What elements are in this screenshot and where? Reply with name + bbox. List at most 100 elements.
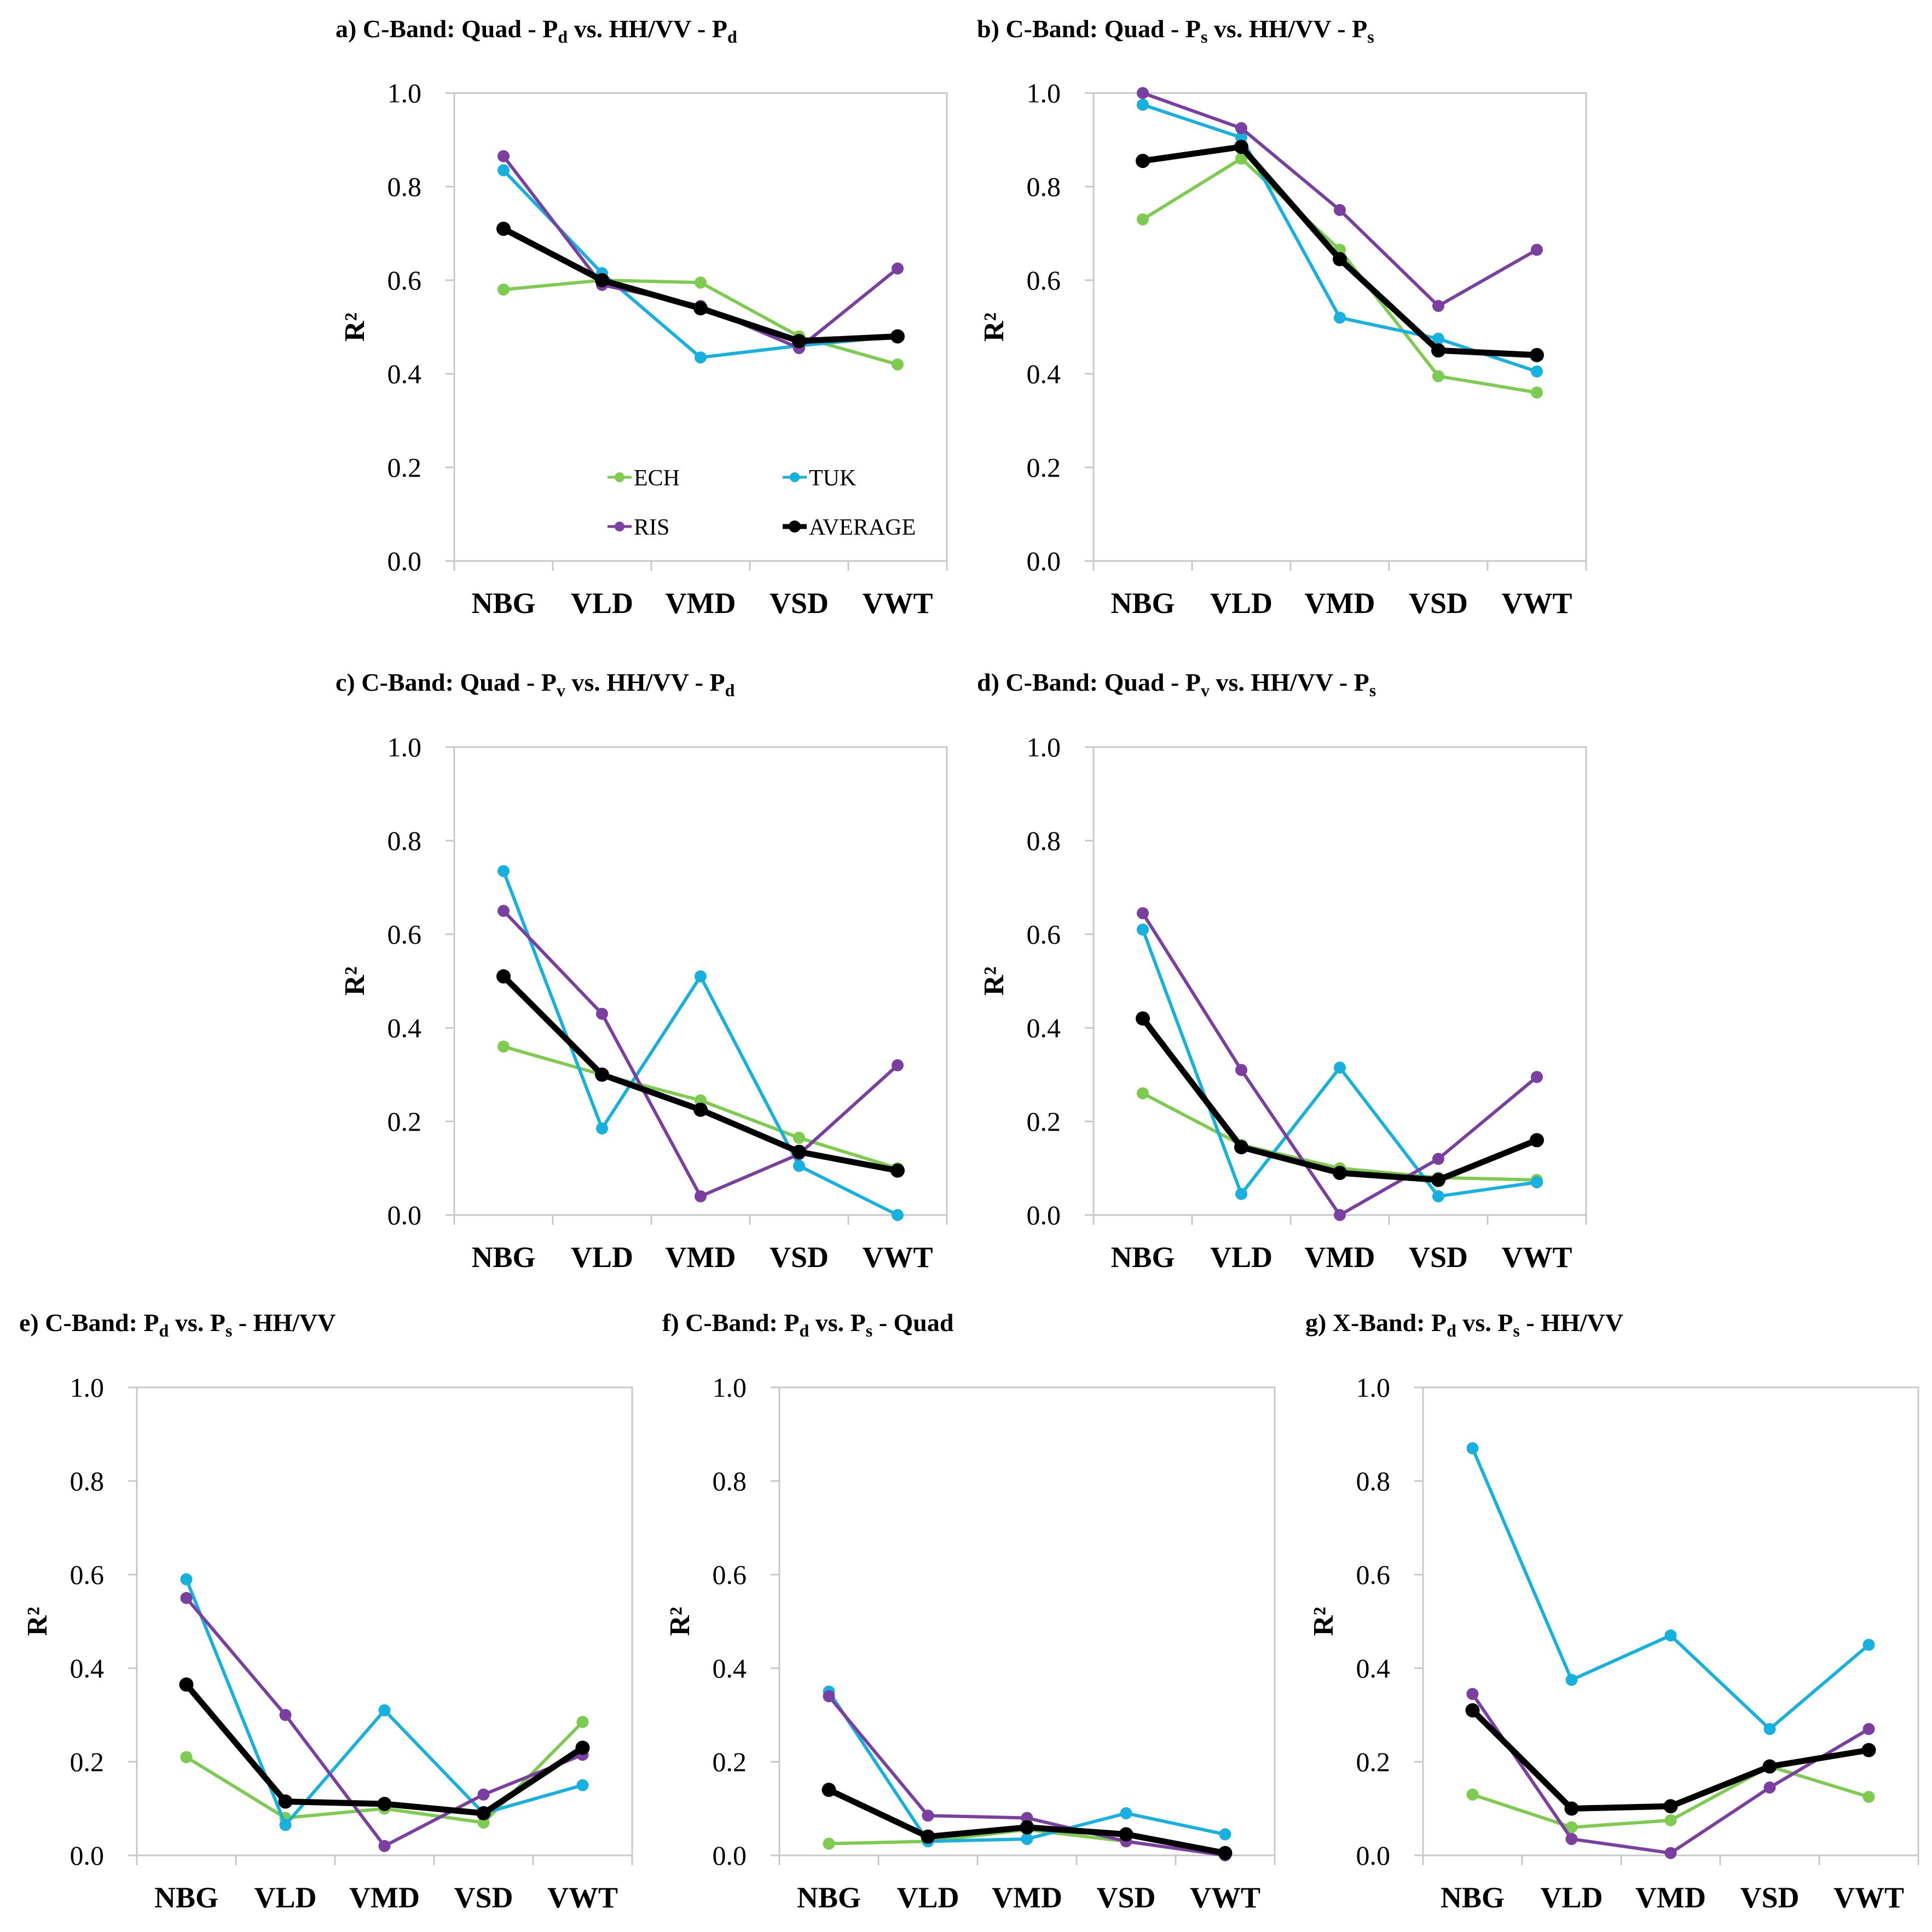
data-point-average: [1136, 153, 1150, 168]
data-point-tuk: [1531, 1176, 1543, 1189]
x-tick-label: VMD: [666, 1241, 736, 1274]
series-line-tuk: [1142, 103, 1537, 373]
y-tick-label: 1.0: [1027, 78, 1061, 108]
y-tick-label: 0.2: [1027, 452, 1061, 483]
y-tick-label: 0.4: [713, 1653, 747, 1684]
x-tick-label: NBG: [1441, 1881, 1505, 1914]
chart-title: g) X-Band: Pd vs. Ps - HH/VV: [1305, 1309, 1623, 1340]
y-tick-label: 0.8: [1356, 1466, 1391, 1496]
data-point-average: [1564, 1801, 1579, 1816]
x-tick-label: VMD: [1305, 1241, 1375, 1274]
data-point-tuk: [892, 1209, 904, 1221]
y-tick-label: 0.4: [387, 358, 422, 389]
chart-panel-g: g) X-Band: Pd vs. Ps - HH/VV 0.0 0.2 0.4 0.6…: [1305, 1309, 1919, 1914]
data-point-average: [1431, 1172, 1445, 1187]
data-point-ech: [1862, 1791, 1875, 1803]
data-point-ech: [498, 284, 510, 296]
data-point-tuk: [1021, 1833, 1033, 1846]
x-tick-label: VMD: [666, 587, 736, 620]
data-point-ris: [1565, 1833, 1578, 1846]
series-ris: [498, 150, 904, 354]
x-tick-label: VLD: [254, 1881, 316, 1914]
legend-label: AVERAGE: [809, 515, 916, 540]
data-point-tuk: [1432, 1190, 1444, 1202]
data-point-average: [890, 329, 905, 344]
x-tick-label: VSD: [770, 587, 829, 620]
data-point-ech: [576, 1716, 589, 1728]
data-point-average: [377, 1796, 392, 1811]
series-line-ris: [502, 910, 899, 1198]
x-tick-label: VWT: [1501, 587, 1572, 620]
x-tick-label: VSD: [1409, 1241, 1468, 1274]
data-point-ech: [498, 1040, 510, 1053]
x-tick-label: VMD: [349, 1881, 420, 1914]
y-axis-label: R²: [22, 1607, 53, 1636]
y-tick-label: 0.8: [1027, 825, 1061, 856]
data-point-tuk: [1334, 1061, 1346, 1074]
series-average: [496, 221, 905, 349]
y-tick-label: 0.0: [387, 546, 422, 576]
series-ech: [180, 1716, 589, 1829]
data-point-ris: [1763, 1781, 1776, 1794]
data-point-average: [1530, 348, 1544, 362]
series-line-tuk: [502, 870, 899, 1217]
y-axis-label: R²: [664, 1607, 696, 1636]
data-point-ris: [892, 1059, 904, 1072]
data-point-ech: [793, 1131, 805, 1144]
x-tick-label: VLD: [1210, 1241, 1272, 1274]
data-point-ris: [477, 1788, 490, 1801]
data-point-average: [476, 1806, 491, 1821]
data-point-tuk: [498, 164, 510, 177]
data-point-tuk: [1763, 1723, 1776, 1736]
y-tick-label: 0.0: [1356, 1840, 1391, 1871]
y-tick-label: 0.2: [713, 1746, 747, 1777]
data-point-tuk: [279, 1819, 292, 1831]
data-point-ris: [596, 1008, 608, 1020]
data-point-average: [1861, 1743, 1876, 1757]
y-tick-label: 0.8: [387, 171, 422, 202]
legend-swatch-marker: [615, 472, 624, 482]
series-average: [1465, 1703, 1876, 1816]
y-tick-label: 0.0: [1027, 1200, 1061, 1230]
x-tick-label: VLD: [571, 1241, 633, 1274]
data-point-average: [1762, 1759, 1777, 1774]
data-point-tuk: [180, 1573, 193, 1586]
data-point-average: [1530, 1133, 1544, 1148]
data-point-ech: [892, 358, 904, 371]
legend-swatch-marker: [789, 520, 801, 533]
data-point-average: [693, 301, 708, 316]
data-point-ris: [498, 905, 510, 917]
chart-title: d) C-Band: Quad - Pv vs. HH/VV - Ps: [977, 668, 1376, 700]
y-tick-label: 0.4: [387, 1013, 422, 1043]
legend-item-ris: RIS: [608, 515, 669, 540]
legend-label: TUK: [809, 466, 856, 491]
data-point-tuk: [1862, 1639, 1875, 1651]
data-point-tuk: [1432, 332, 1444, 345]
plot-area: [136, 1386, 633, 1856]
series-line-ris: [502, 155, 899, 350]
data-point-tuk: [1120, 1807, 1132, 1820]
data-point-ris: [695, 1190, 707, 1202]
x-tick-label: NBG: [1110, 1241, 1175, 1274]
series-ris: [180, 1592, 589, 1852]
chart-panel-e: e) C-Band: Pd vs. Ps - HH/VV 0.0 0.2 0.4 0.6…: [19, 1309, 633, 1914]
chart-title: e) C-Band: Pd vs. Ps - HH/VV: [19, 1309, 336, 1340]
data-point-tuk: [1219, 1828, 1231, 1841]
data-point-ech: [823, 1837, 835, 1850]
x-tick-label: VWT: [547, 1881, 618, 1914]
data-point-tuk: [1565, 1674, 1578, 1686]
data-point-tuk: [1664, 1629, 1677, 1642]
legend-item-tuk: TUK: [783, 466, 856, 491]
y-axis-label: R²: [339, 967, 371, 996]
series-average: [822, 1783, 1233, 1860]
data-point-average: [179, 1677, 194, 1692]
data-point-ris: [1137, 87, 1149, 99]
series-ech: [1137, 152, 1543, 399]
data-point-average: [496, 969, 511, 984]
data-point-ech: [695, 276, 707, 289]
data-point-ech: [1235, 152, 1247, 165]
data-point-average: [575, 1740, 590, 1755]
data-point-tuk: [1235, 1188, 1247, 1200]
x-tick-label: VWT: [1190, 1881, 1260, 1914]
y-tick-label: 0.6: [387, 919, 422, 950]
